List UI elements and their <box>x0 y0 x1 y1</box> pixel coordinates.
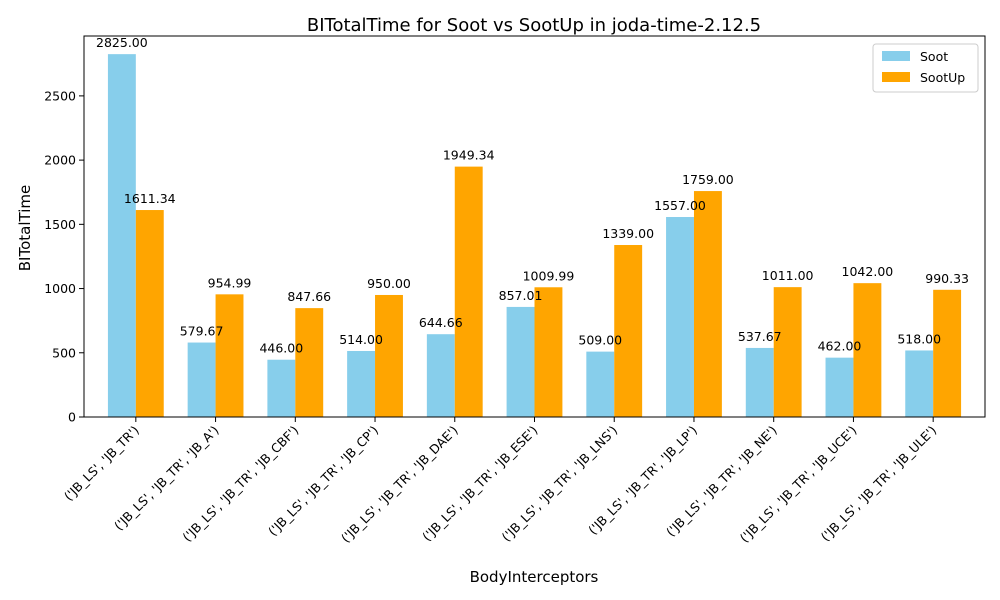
bar-soot-8 <box>745 347 774 417</box>
legend-swatch-soot <box>882 51 910 61</box>
data-label-sootup-0: 1611.34 <box>124 191 176 206</box>
data-label-soot-10: 518.00 <box>897 331 941 346</box>
bar-sootup-1 <box>215 294 244 417</box>
plot-frame <box>83 35 986 418</box>
legend-label-sootup: SootUp <box>920 70 965 85</box>
bar-soot-1 <box>187 342 216 417</box>
bar-soot-2 <box>267 359 296 417</box>
data-label-sootup-1: 954.99 <box>208 275 252 290</box>
data-label-sootup-4: 1949.34 <box>443 148 495 163</box>
bars-group <box>107 54 962 418</box>
legend-label-soot: Soot <box>920 49 948 64</box>
bar-soot-4 <box>426 334 455 417</box>
bar-sootup-10 <box>933 289 962 417</box>
y-tick-label-3: 1500 <box>44 217 76 232</box>
y-tick-label-2: 1000 <box>44 281 76 296</box>
data-label-soot-8: 537.67 <box>738 329 782 344</box>
data-label-sootup-8: 1011.00 <box>762 268 814 283</box>
legend: Soot SootUp <box>872 43 979 93</box>
data-label-sootup-7: 1759.00 <box>682 172 734 187</box>
y-tick-label-0: 0 <box>68 410 76 425</box>
bar-sootup-3 <box>375 294 403 417</box>
y-tick-label-5: 2500 <box>44 88 76 103</box>
data-label-soot-4: 644.66 <box>419 315 463 330</box>
x-axis-label: BodyInterceptors <box>470 568 599 586</box>
data-label-soot-9: 462.00 <box>818 339 862 354</box>
bar-soot-7 <box>666 217 694 417</box>
y-axis-ticks: 0 500 1000 1500 2000 2500 <box>44 88 84 425</box>
y-axis-label: BITotalTime <box>16 185 34 271</box>
bar-sootup-5 <box>534 287 563 417</box>
bar-sootup-7 <box>693 191 722 417</box>
data-label-sootup-10: 990.33 <box>925 271 969 286</box>
bar-soot-10 <box>905 350 934 417</box>
data-label-soot-6: 509.00 <box>578 333 622 348</box>
bar-sootup-9 <box>853 283 882 417</box>
data-label-soot-2: 446.00 <box>259 341 303 356</box>
bar-sootup-4 <box>454 166 483 417</box>
bar-soot-3 <box>347 350 376 417</box>
data-label-soot-7: 1557.00 <box>654 198 706 213</box>
data-label-sootup-2: 847.66 <box>287 289 331 304</box>
bar-soot-6 <box>586 351 615 417</box>
data-label-sootup-3: 950.00 <box>367 276 411 291</box>
chart-title: BITotalTime for Soot vs SootUp in joda-t… <box>307 15 761 36</box>
bar-soot-0 <box>107 54 136 418</box>
bar-sootup-8 <box>773 287 802 417</box>
data-label-sootup-5: 1009.99 <box>523 268 575 283</box>
bar-sootup-0 <box>135 210 164 417</box>
data-label-soot-3: 514.00 <box>339 332 383 347</box>
bar-soot-9 <box>825 357 854 417</box>
bar-soot-5 <box>506 306 535 417</box>
y-tick-label-4: 2000 <box>44 153 76 168</box>
data-label-soot-5: 857.01 <box>499 288 543 303</box>
data-label-soot-1: 579.67 <box>180 324 224 339</box>
data-labels-group: 2825.00 579.67 446.00 514.00 644.66 857.01 509… <box>96 35 969 356</box>
data-label-soot-0: 2825.00 <box>96 35 148 50</box>
data-label-sootup-9: 1042.00 <box>842 264 894 279</box>
data-label-sootup-6: 1339.00 <box>602 226 654 241</box>
bar-sootup-2 <box>295 308 324 417</box>
bar-sootup-6 <box>614 245 643 417</box>
y-tick-label-1: 500 <box>52 345 76 360</box>
legend-swatch-sootup <box>882 72 910 82</box>
